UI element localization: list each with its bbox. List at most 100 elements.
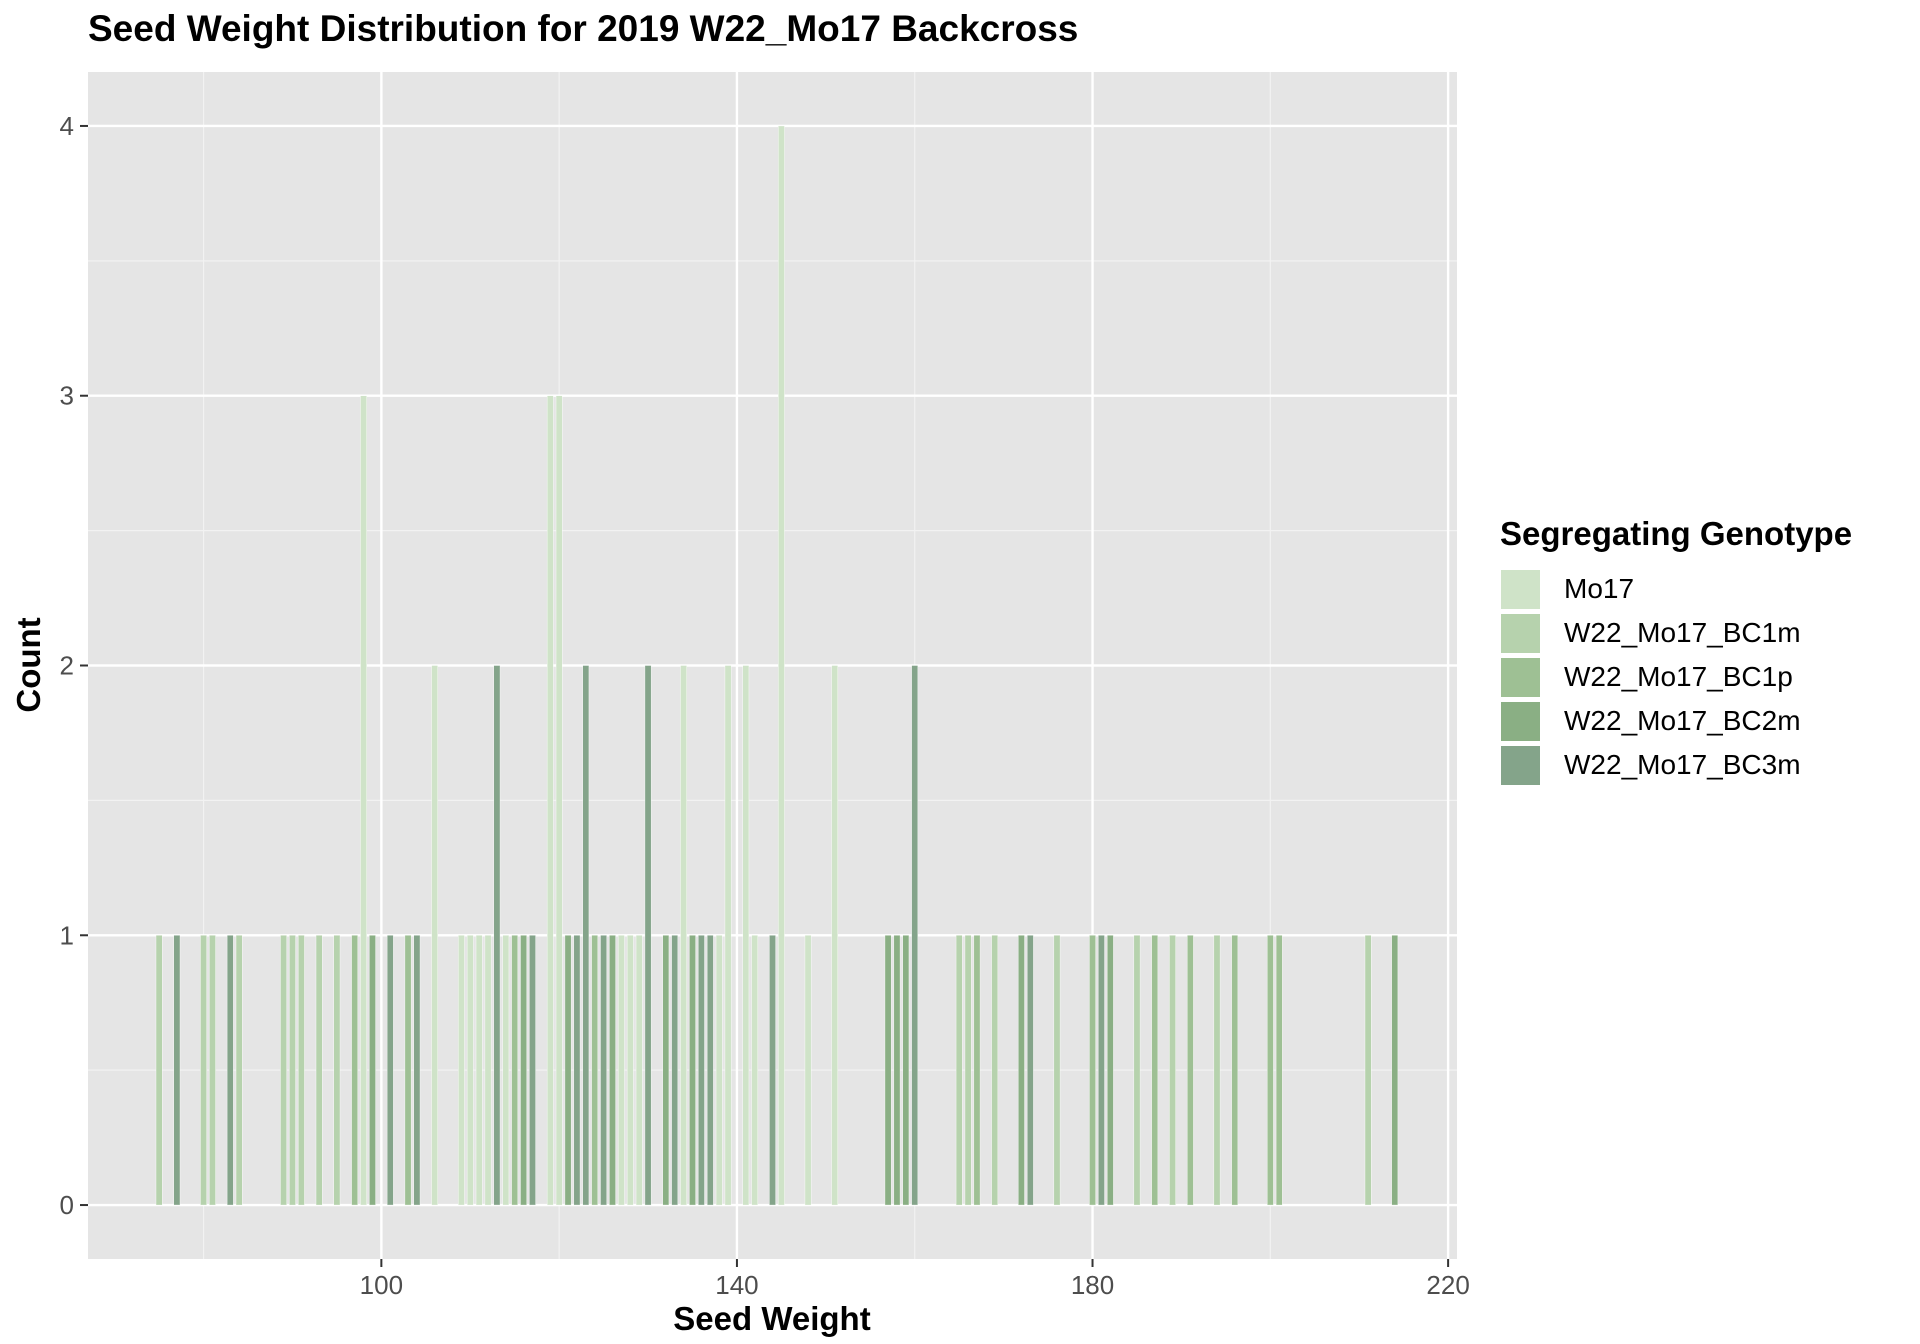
histogram-bar (289, 935, 296, 1206)
histogram-bar (280, 935, 287, 1206)
histogram-bar (804, 935, 812, 1206)
x-tick-label: 180 (1071, 1270, 1114, 1300)
legend: Segregating Genotype Mo17 W22_Mo17_BC1m W2… (1500, 515, 1852, 787)
legend-swatch (1500, 612, 1541, 654)
x-axis-title: Seed Weight (673, 1300, 870, 1337)
histogram-bar (706, 935, 714, 1206)
legend-item: W22_Mo17_BC1p (1500, 655, 1852, 699)
y-tick-label: 0 (60, 1190, 74, 1220)
legend-swatch (1500, 744, 1541, 786)
histogram-bar (413, 935, 421, 1206)
histogram-bar (404, 935, 412, 1206)
histogram-bar (1391, 935, 1399, 1206)
histogram-bar (235, 935, 243, 1206)
histogram-bar (1275, 935, 1283, 1206)
histogram-bar (1267, 935, 1274, 1206)
histogram-bar (155, 935, 163, 1206)
histogram-bar (626, 935, 634, 1206)
legend-label: W22_Mo17_BC2m (1564, 705, 1801, 736)
histogram-bar (475, 935, 483, 1206)
histogram-bar (1018, 935, 1025, 1206)
histogram-bar (680, 665, 687, 1206)
histogram-bar (964, 935, 972, 1206)
axis-tick-labels: 100 140 180 220 0 1 2 3 4 (60, 111, 1470, 1300)
histogram-bar (689, 935, 696, 1206)
legend-items: Mo17 W22_Mo17_BC1m W22_Mo17_BC1p W22_Mo17_B… (1500, 567, 1852, 787)
x-tick-label: 100 (360, 1270, 403, 1300)
legend-swatch (1500, 656, 1541, 698)
histogram-bar (724, 665, 732, 1206)
histogram-bar (955, 935, 963, 1206)
histogram-bar (609, 935, 616, 1206)
histogram-bar (529, 935, 536, 1206)
legend-label: Mo17 (1564, 573, 1635, 604)
histogram-bar (662, 935, 670, 1206)
legend-swatch (1500, 568, 1541, 610)
histogram-bar (769, 935, 776, 1206)
histogram-bar (200, 935, 207, 1206)
histogram-bar (386, 935, 394, 1206)
histogram-bar (573, 935, 581, 1206)
histogram-bar (173, 935, 181, 1206)
histogram-bar (1089, 935, 1096, 1206)
histogram-bar (493, 665, 501, 1206)
histogram-bar (1133, 935, 1141, 1206)
histogram-bar (991, 935, 999, 1206)
bars-layer (155, 125, 1399, 1206)
legend-label: W22_Mo17_BC3m (1564, 749, 1801, 780)
legend-swatch (1500, 700, 1541, 742)
legend-label: W22_Mo17_BC1m (1564, 617, 1801, 648)
histogram-bar (1026, 935, 1034, 1206)
y-tick-label: 2 (60, 651, 74, 681)
histogram-bar (1151, 935, 1159, 1206)
x-tick-label: 220 (1426, 1270, 1469, 1300)
legend-title: Segregating Genotype (1500, 515, 1853, 552)
histogram-bar (333, 935, 341, 1206)
histogram-bar (884, 935, 892, 1206)
histogram-bar (893, 935, 901, 1206)
histogram-bar (298, 935, 305, 1206)
histogram-bar (1169, 935, 1176, 1206)
y-tick-label: 1 (60, 920, 74, 950)
histogram-bar (555, 395, 563, 1206)
histogram-bar (751, 935, 759, 1206)
legend-item: W22_Mo17_BC1m (1500, 611, 1852, 655)
histogram-bar (1231, 935, 1239, 1206)
legend-item: W22_Mo17_BC2m (1500, 699, 1852, 743)
histogram-bar (1364, 935, 1372, 1206)
histogram-bar (778, 125, 785, 1206)
axis-ticks (80, 124, 1450, 1267)
histogram-bar (831, 665, 839, 1206)
y-tick-label: 3 (60, 381, 74, 411)
histogram-bar (973, 935, 981, 1206)
histogram-bar (369, 935, 376, 1206)
histogram-bar (902, 935, 910, 1206)
histogram-bar (582, 665, 590, 1206)
chart-title: Seed Weight Distribution for 2019 W22_Mo… (88, 8, 1079, 49)
histogram-bar (315, 935, 323, 1206)
y-axis-title: Count (10, 617, 47, 712)
x-tick-label: 140 (715, 1270, 758, 1300)
histogram-bar (466, 935, 474, 1206)
histogram-bar (911, 665, 919, 1206)
histogram-bar (564, 935, 572, 1206)
histogram-bar (1098, 935, 1105, 1206)
histogram-bar (644, 665, 652, 1206)
histogram-bar (671, 935, 679, 1206)
legend-item: Mo17 (1500, 567, 1852, 611)
legend-item: W22_Mo17_BC3m (1500, 743, 1852, 787)
histogram-bar (618, 935, 625, 1206)
histogram-bar (226, 935, 234, 1206)
histogram-bar (1213, 935, 1221, 1206)
histogram-bar (715, 935, 723, 1206)
y-tick-label: 4 (60, 111, 74, 141)
histogram-bar (360, 395, 367, 1206)
legend-label: W22_Mo17_BC1p (1564, 661, 1793, 692)
histogram-bar (698, 935, 705, 1206)
histogram-bar (511, 935, 519, 1206)
histogram-bar (502, 935, 510, 1206)
histogram-bar (209, 935, 216, 1206)
histogram-bar (635, 935, 643, 1206)
histogram-bar (591, 935, 599, 1206)
